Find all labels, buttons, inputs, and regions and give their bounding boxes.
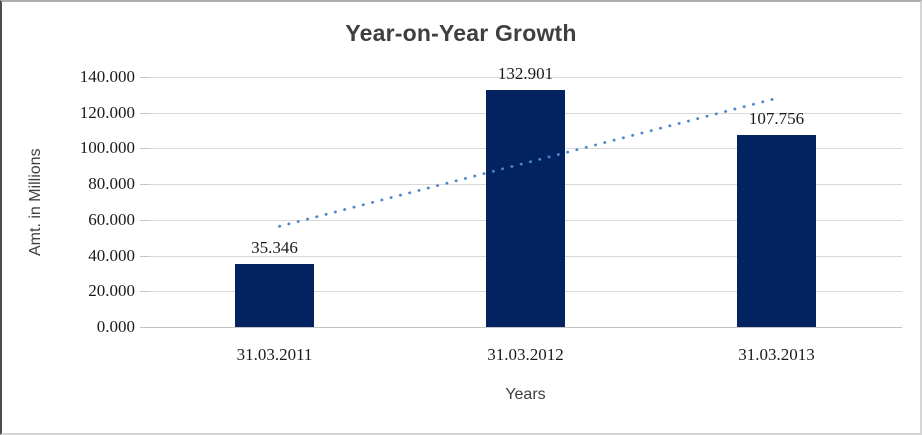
chart-title: Year-on-Year Growth	[345, 20, 577, 46]
y-axis-tick	[140, 291, 149, 292]
bar	[486, 89, 565, 327]
y-axis-tick	[140, 327, 149, 328]
y-axis-tick	[140, 77, 149, 78]
bar	[235, 263, 314, 327]
y-tick-label: 140.000	[79, 67, 135, 86]
bar-value-label: 107.756	[748, 108, 805, 128]
bar-value-label: 35.346	[251, 237, 298, 257]
y-axis-tick	[140, 220, 149, 221]
y-axis-tick	[140, 256, 149, 257]
y-tick-label: 60.000	[88, 210, 135, 229]
y-tick-label: 20.000	[88, 281, 135, 300]
bar	[737, 134, 816, 327]
y-tick-label: 0.000	[96, 317, 135, 336]
gridline	[149, 77, 902, 78]
y-tick-label: 40.000	[88, 246, 135, 265]
x-category-label: 31.03.2012	[487, 345, 564, 364]
y-axis-tick	[140, 184, 149, 185]
y-axis-tick	[140, 148, 149, 149]
x-axis-title: Years	[505, 386, 546, 403]
x-axis-line	[149, 327, 902, 328]
y-tick-label: 120.000	[79, 103, 135, 122]
bar-value-label: 132.901	[497, 63, 554, 83]
y-axis-tick	[140, 113, 149, 114]
x-category-label: 31.03.2011	[236, 345, 313, 364]
y-tick-label: 100.000	[79, 138, 135, 157]
x-category-label: 31.03.2013	[738, 345, 815, 364]
y-tick-label: 80.000	[88, 174, 135, 193]
